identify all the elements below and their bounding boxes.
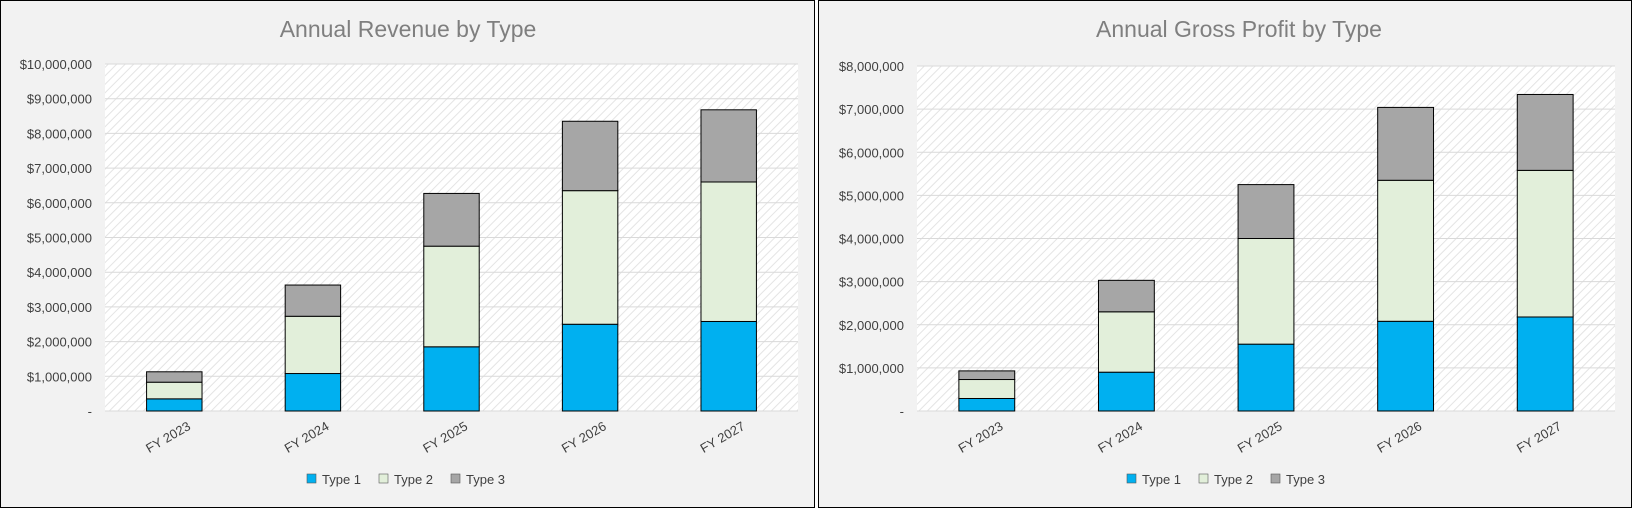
legend-swatch-3 (450, 473, 461, 484)
x-tick-label: FY 2023 (143, 418, 193, 455)
bar-type-2-fy-2026 (561, 190, 619, 325)
y-tick-label: $8,000,000 (839, 59, 904, 74)
legend-label-3: Type 3 (1286, 472, 1325, 487)
x-tick-label: FY 2026 (559, 418, 609, 455)
bar-type-2-fy-2024 (1097, 311, 1155, 373)
legend-swatch-1 (306, 473, 317, 484)
y-tick-label: $10,000,000 (20, 57, 92, 72)
bar-type-1-fy-2026 (561, 323, 619, 412)
y-tick-label: $3,000,000 (27, 300, 92, 315)
y-tick-label: - (88, 404, 92, 419)
gross-profit-chart: Annual Gross Profit by Type - $1,000,000 $2… (839, 16, 1615, 487)
bar-type-2-fy-2023 (146, 381, 203, 400)
legend-label-2: Type 2 (1214, 472, 1253, 487)
y-tick-label: $7,000,000 (27, 161, 92, 176)
bar-type-1-fy-2024 (1097, 371, 1155, 412)
x-tick-label: FY 2024 (282, 418, 332, 455)
legend-swatch-2 (378, 473, 389, 484)
x-tick-label: FY 2025 (1235, 418, 1285, 455)
bar-type-1-fy-2024 (284, 373, 342, 412)
y-tick-label: $6,000,000 (27, 196, 92, 211)
bar-type-1-fy-2027 (700, 320, 757, 412)
x-tick-label: FY 2027 (1514, 418, 1564, 455)
bar-type-1-fy-2023 (958, 397, 1016, 412)
legend-label-1: Type 1 (322, 472, 361, 487)
bar-type-2-fy-2027 (700, 181, 757, 322)
y-tick-label: $3,000,000 (839, 275, 904, 290)
bar-type-3-fy-2023 (958, 370, 1016, 381)
legend-swatch-2 (1198, 473, 1209, 484)
bar-type-1-fy-2023 (146, 398, 203, 412)
bar-type-2-fy-2025 (1237, 238, 1295, 345)
revenue-chart-panel: Annual Revenue by Type - $1,000,000 $2,000,… (0, 0, 815, 508)
y-tick-label: $1,000,000 (839, 361, 904, 376)
bar-type-1-fy-2025 (423, 346, 480, 412)
y-tick-label: $5,000,000 (27, 231, 92, 246)
legend-label-1: Type 1 (1142, 472, 1181, 487)
y-tick-label: $5,000,000 (839, 188, 904, 203)
bar-type-1-fy-2026 (1377, 320, 1435, 412)
x-tick-label: FY 2024 (1095, 418, 1145, 455)
y-tick-label: $1,000,000 (27, 369, 92, 384)
bar-type-3-fy-2026 (561, 120, 619, 192)
bar-type-2-fy-2023 (958, 379, 1016, 399)
bar-type-3-fy-2027 (1516, 93, 1574, 171)
y-tick-label: $2,000,000 (27, 335, 92, 350)
x-tick-label: FY 2027 (698, 418, 748, 455)
y-tick-label: $9,000,000 (27, 92, 92, 107)
revenue-chart: Annual Revenue by Type - $1,000,000 $2,000,… (20, 16, 798, 487)
legend-label-2: Type 2 (394, 472, 433, 487)
bar-type-2-fy-2024 (284, 315, 342, 375)
bar-type-2-fy-2027 (1516, 169, 1574, 318)
x-tick-label: FY 2025 (420, 418, 470, 455)
bar-type-3-fy-2026 (1377, 106, 1435, 181)
bar-type-1-fy-2027 (1516, 316, 1574, 412)
bar-type-3-fy-2027 (700, 109, 757, 183)
legend-label-3: Type 3 (466, 472, 505, 487)
y-tick-label: $6,000,000 (839, 145, 904, 160)
bar-type-3-fy-2024 (1097, 279, 1155, 313)
legend-swatch-1 (1126, 473, 1137, 484)
legend-swatch-3 (1270, 473, 1281, 484)
bar-type-2-fy-2026 (1377, 179, 1435, 322)
bar-type-3-fy-2024 (284, 284, 342, 317)
y-tick-label: $2,000,000 (839, 318, 904, 333)
y-tick-label: - (900, 404, 904, 419)
bar-type-2-fy-2025 (423, 245, 480, 348)
revenue-chart-title: Annual Revenue by Type (280, 16, 537, 42)
gross-profit-chart-panel: Annual Gross Profit by Type - $1,000,000 $2… (818, 0, 1632, 508)
bar-type-3-fy-2025 (1237, 184, 1295, 239)
gross-profit-chart-title: Annual Gross Profit by Type (1096, 16, 1382, 42)
y-tick-label: $7,000,000 (839, 102, 904, 117)
y-tick-label: $4,000,000 (839, 232, 904, 247)
bar-type-1-fy-2025 (1237, 343, 1295, 412)
y-tick-label: $4,000,000 (27, 265, 92, 280)
x-tick-label: FY 2023 (956, 418, 1006, 455)
bar-type-3-fy-2025 (423, 192, 480, 247)
x-tick-label: FY 2026 (1374, 418, 1424, 455)
bar-type-3-fy-2023 (146, 371, 203, 383)
y-tick-label: $8,000,000 (27, 126, 92, 141)
